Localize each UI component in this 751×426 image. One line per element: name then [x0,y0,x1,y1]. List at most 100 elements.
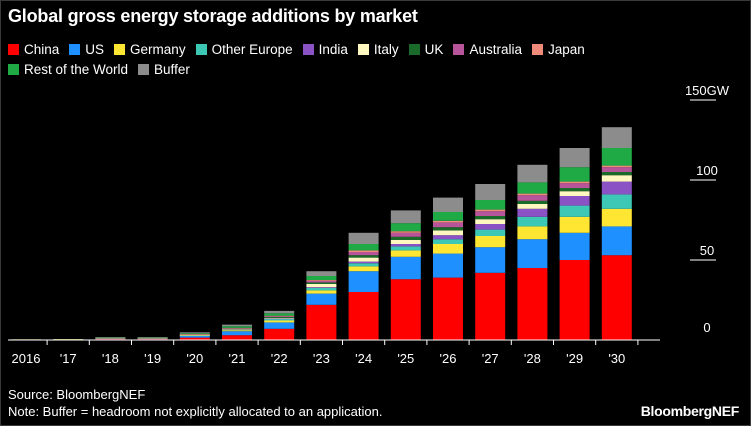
bar-segment-australia [306,280,337,283]
bar-segment-germany [179,335,210,336]
bar-segment-australia [222,328,252,329]
bar-segment-other-europe [306,288,337,291]
bar-segment-japan [179,334,210,335]
bar-segment-australia [517,195,548,201]
legend-swatch [357,44,369,55]
bar-segment-us [348,271,379,292]
legend-label: US [85,42,105,57]
bar-segment-italy [390,240,421,244]
y-tick-label: 50 [700,243,714,258]
bar-segment-india [348,261,379,264]
bar-segment-japan [517,193,548,196]
bar-segment-other-europe [433,239,463,244]
bar-segment-rest-of-the-world [95,337,126,339]
bar-segment-buffer [348,232,379,244]
x-tick-label: '29 [566,351,583,366]
bar-segment-china [517,268,548,340]
bar-segment-rest-of-the-world [433,212,463,221]
bar-segment-japan [222,327,252,329]
bar-segment-rest-of-the-world [179,333,210,335]
bar-segment-china [390,279,421,340]
bar-segment-rest-of-the-world [264,313,295,316]
legend-swatch [69,44,81,55]
bar-segment-other-europe [559,205,590,217]
bar-segment-us [433,253,463,278]
bar-segment-buffer [433,197,463,212]
legend-item-germany: Germany [114,40,186,60]
bar-segment-italy [222,329,252,330]
bar-segment-india [517,208,548,217]
legend-item-buffer: Buffer [138,60,190,80]
bar-segment-uk [559,188,590,192]
legend-label: UK [424,42,444,57]
bar-segment-japan [95,337,126,339]
bar-segment-italy [264,318,295,319]
x-tick-label: '17 [60,351,77,366]
bar-segment-australia [264,316,295,317]
bar-segment-china [264,328,295,340]
legend-label: India [318,42,348,57]
x-tick-label: '21 [229,351,246,366]
bar-segment-buffer [559,148,590,168]
bar-segment-australia [348,252,379,256]
bar-segment-buffer [390,210,421,224]
bar-segment-india [601,181,632,195]
bar-segment-uk [475,216,506,220]
bar-segment-india [390,244,421,247]
bar-segment-rest-of-the-world [601,148,632,166]
legend-label: Rest of the World [24,62,129,77]
x-tick-label: '26 [440,351,457,366]
bar-segment-rest-of-the-world [390,223,421,232]
bar-segment-rest-of-the-world [137,337,168,339]
bar-segment-india [475,224,506,230]
y-tick-label: 100 [696,163,718,178]
bar-segment-italy [179,334,210,336]
legend-item-japan: Japan [531,40,585,60]
legend-swatch [408,44,420,55]
bar-segment-china [306,304,337,340]
bar-segment-uk [390,236,421,240]
bar-segment-australia [475,211,506,216]
bar-segment-china [348,292,379,340]
bar-segment-buffer [601,127,632,148]
bar-segment-china [179,337,210,340]
bar-segment-italy [475,219,506,224]
bar-segment-buffer [222,324,252,327]
legend-item-china: China [8,40,59,60]
x-tick-label: '28 [524,351,541,366]
bar-segment-japan [559,181,590,184]
legend-swatch [195,44,207,55]
bar-segment-buffer [475,184,506,200]
legend-label: Italy [373,42,399,57]
bar-segment-china [222,335,252,340]
legend-swatch [8,64,19,75]
bar-segment-us [222,331,252,336]
bar-segment-uk [264,316,295,319]
bar-segment-japan [390,231,421,233]
bar-segment-germany [348,266,379,272]
bar-segment-uk [179,334,210,336]
bar-segment-buffer [264,310,295,314]
source-note: Source: BloombergNEF [8,387,146,402]
bar-segment-us [559,232,590,260]
legend-swatch [8,44,19,55]
bar-segment-rest-of-the-world [517,182,548,194]
bar-segment-other-europe [601,194,632,209]
bar-segment-italy [306,284,337,288]
chart-title: Global gross energy storage additions by… [8,6,418,26]
bar-segment-uk [601,172,632,176]
legend-label: Japan [547,42,585,57]
bar-segment-germany [222,330,252,332]
x-tick-label: '24 [355,351,372,366]
bar-segment-india [559,196,590,206]
legend-item-rest-of-the-world: Rest of the World [8,60,128,80]
legend-swatch [453,44,465,55]
bar-segment-china [559,260,590,340]
x-tick-label: '25 [397,351,414,366]
bar-segment-us [390,256,421,280]
legend-item-other-europe: Other Europe [195,40,293,60]
bar-segment-germany [306,290,337,294]
bar-segment-australia [601,167,632,172]
legend-label: Buffer [154,62,190,77]
